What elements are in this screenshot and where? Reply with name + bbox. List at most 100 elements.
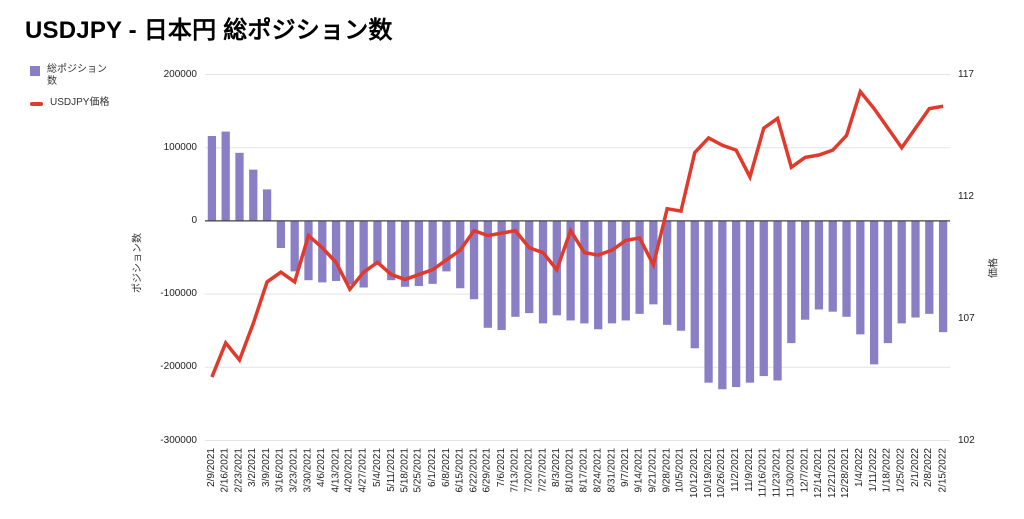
- x-axis-tick-label: 11/9/2021: [743, 448, 755, 492]
- legend-label-positions: 総ポジション数: [47, 64, 107, 87]
- x-axis-tick-label: 3/2/2021: [247, 448, 259, 487]
- position-bar: [359, 220, 368, 288]
- left-axis-tick-label: -300000: [160, 434, 197, 446]
- position-bar: [759, 220, 768, 377]
- x-axis-tick-label: 3/23/2021: [288, 448, 300, 493]
- position-bar: [842, 220, 851, 317]
- right-axis-tick-label: 107: [958, 312, 975, 324]
- position-bar: [221, 131, 230, 221]
- position-bar: [207, 135, 217, 221]
- x-axis-tick-label: 10/19/2021: [702, 448, 714, 499]
- x-axis-tick-label: 10/26/2021: [716, 448, 728, 499]
- x-axis-tick-label: 9/28/2021: [661, 448, 673, 493]
- position-bar: [262, 189, 272, 221]
- position-bar: [635, 220, 644, 314]
- position-bar: [897, 220, 906, 324]
- x-axis-tick-label: 4/27/2021: [357, 448, 369, 493]
- position-bar: [732, 220, 741, 388]
- x-axis-tick-label: 9/21/2021: [647, 448, 659, 493]
- x-axis-tick-label: 3/16/2021: [274, 448, 286, 493]
- x-axis-tick-label: 9/14/2021: [633, 448, 645, 493]
- chart-title: USDJPY - 日本円 総ポジション数: [25, 17, 393, 44]
- position-bar: [801, 220, 810, 320]
- left-axis-tick-label: 100000: [163, 141, 197, 153]
- x-axis-tick-label: 12/28/2021: [840, 448, 852, 499]
- line-series-swatch-icon: [30, 102, 43, 106]
- position-bar: [594, 220, 603, 330]
- position-bar: [469, 220, 479, 300]
- x-axis-tick-label: 6/1/2021: [426, 448, 438, 487]
- position-bar: [938, 220, 948, 333]
- position-bar: [580, 220, 589, 324]
- x-axis-tick-label: 6/8/2021: [440, 448, 452, 487]
- position-bar: [745, 220, 755, 383]
- legend-item-price: USDJPY価格: [30, 97, 111, 109]
- position-bar: [373, 220, 382, 265]
- x-axis-tick-label: 12/14/2021: [812, 448, 824, 499]
- x-axis-tick-label: 7/27/2021: [537, 448, 549, 493]
- x-axis-tick-label: 7/20/2021: [523, 448, 535, 493]
- bar-series-swatch-icon: [30, 66, 40, 76]
- x-axis-tick-label: 12/7/2021: [799, 448, 811, 493]
- position-bar: [911, 220, 920, 318]
- position-bar: [318, 220, 327, 283]
- x-axis-tick-label: 3/9/2021: [261, 448, 273, 487]
- position-bar: [276, 220, 286, 248]
- x-axis-tick-label: 8/24/2021: [592, 448, 604, 493]
- position-bar: [387, 220, 396, 281]
- position-bar: [497, 220, 506, 330]
- position-bar: [690, 220, 699, 349]
- x-axis-tick-label: 11/30/2021: [785, 448, 797, 498]
- position-bar: [621, 220, 630, 321]
- x-axis-tick-label: 8/17/2021: [578, 448, 590, 493]
- x-axis-tick-label: 2/9/2021: [205, 448, 217, 487]
- position-bar: [400, 220, 410, 287]
- position-bar: [235, 152, 244, 221]
- x-axis-tick-label: 12/21/2021: [826, 448, 838, 499]
- x-axis-tick-label: 2/15/2022: [937, 448, 949, 493]
- position-bar: [814, 220, 824, 310]
- position-bar: [883, 220, 893, 344]
- position-bar: [663, 220, 672, 325]
- position-bar: [304, 220, 313, 281]
- x-axis-tick-label: 4/20/2021: [343, 448, 355, 493]
- position-bar: [828, 220, 837, 312]
- position-bar: [428, 220, 437, 284]
- x-axis-tick-label: 5/11/2021: [385, 448, 397, 492]
- x-axis-tick-label: 10/12/2021: [688, 448, 700, 499]
- x-axis-tick-label: 8/10/2021: [564, 448, 576, 493]
- position-bar: [331, 220, 341, 281]
- x-axis-tick-label: 11/2/2021: [730, 448, 742, 492]
- legend-item-positions: 総ポジション数: [30, 64, 111, 88]
- x-axis-tick-label: 1/18/2022: [881, 448, 893, 493]
- x-axis-tick-label: 2/1/2022: [909, 448, 921, 487]
- left-axis-tick-label: 0: [191, 214, 197, 226]
- x-axis-tick-label: 6/22/2021: [468, 448, 480, 493]
- right-axis-tick-label: 112: [958, 190, 974, 202]
- left-axis-tick-label: -100000: [160, 288, 197, 300]
- position-bar: [856, 220, 865, 335]
- x-axis-tick-label: 7/13/2021: [509, 448, 521, 493]
- left-axis-tick-label: 200000: [163, 68, 197, 80]
- right-axis-tick-label: 102: [958, 434, 975, 446]
- position-bar: [290, 220, 299, 272]
- position-bar: [925, 220, 934, 314]
- x-axis-tick-label: 1/4/2022: [854, 448, 866, 487]
- position-bar: [718, 220, 727, 390]
- left-axis-tick-label: -200000: [160, 361, 197, 373]
- x-axis-tick-label: 9/7/2021: [619, 448, 631, 487]
- position-bar: [511, 220, 520, 317]
- x-axis-tick-label: 5/18/2021: [399, 448, 411, 493]
- position-bar: [442, 220, 451, 272]
- price-line: [210, 87, 944, 378]
- x-axis-tick-label: 11/16/2021: [757, 448, 769, 498]
- position-bar: [676, 220, 686, 331]
- x-axis-tick-label: 2/8/2022: [923, 448, 935, 487]
- position-bar: [345, 220, 354, 285]
- position-bar: [414, 220, 423, 287]
- position-bar: [704, 220, 713, 383]
- position-bar: [787, 220, 796, 344]
- x-axis-tick-label: 8/31/2021: [606, 448, 617, 493]
